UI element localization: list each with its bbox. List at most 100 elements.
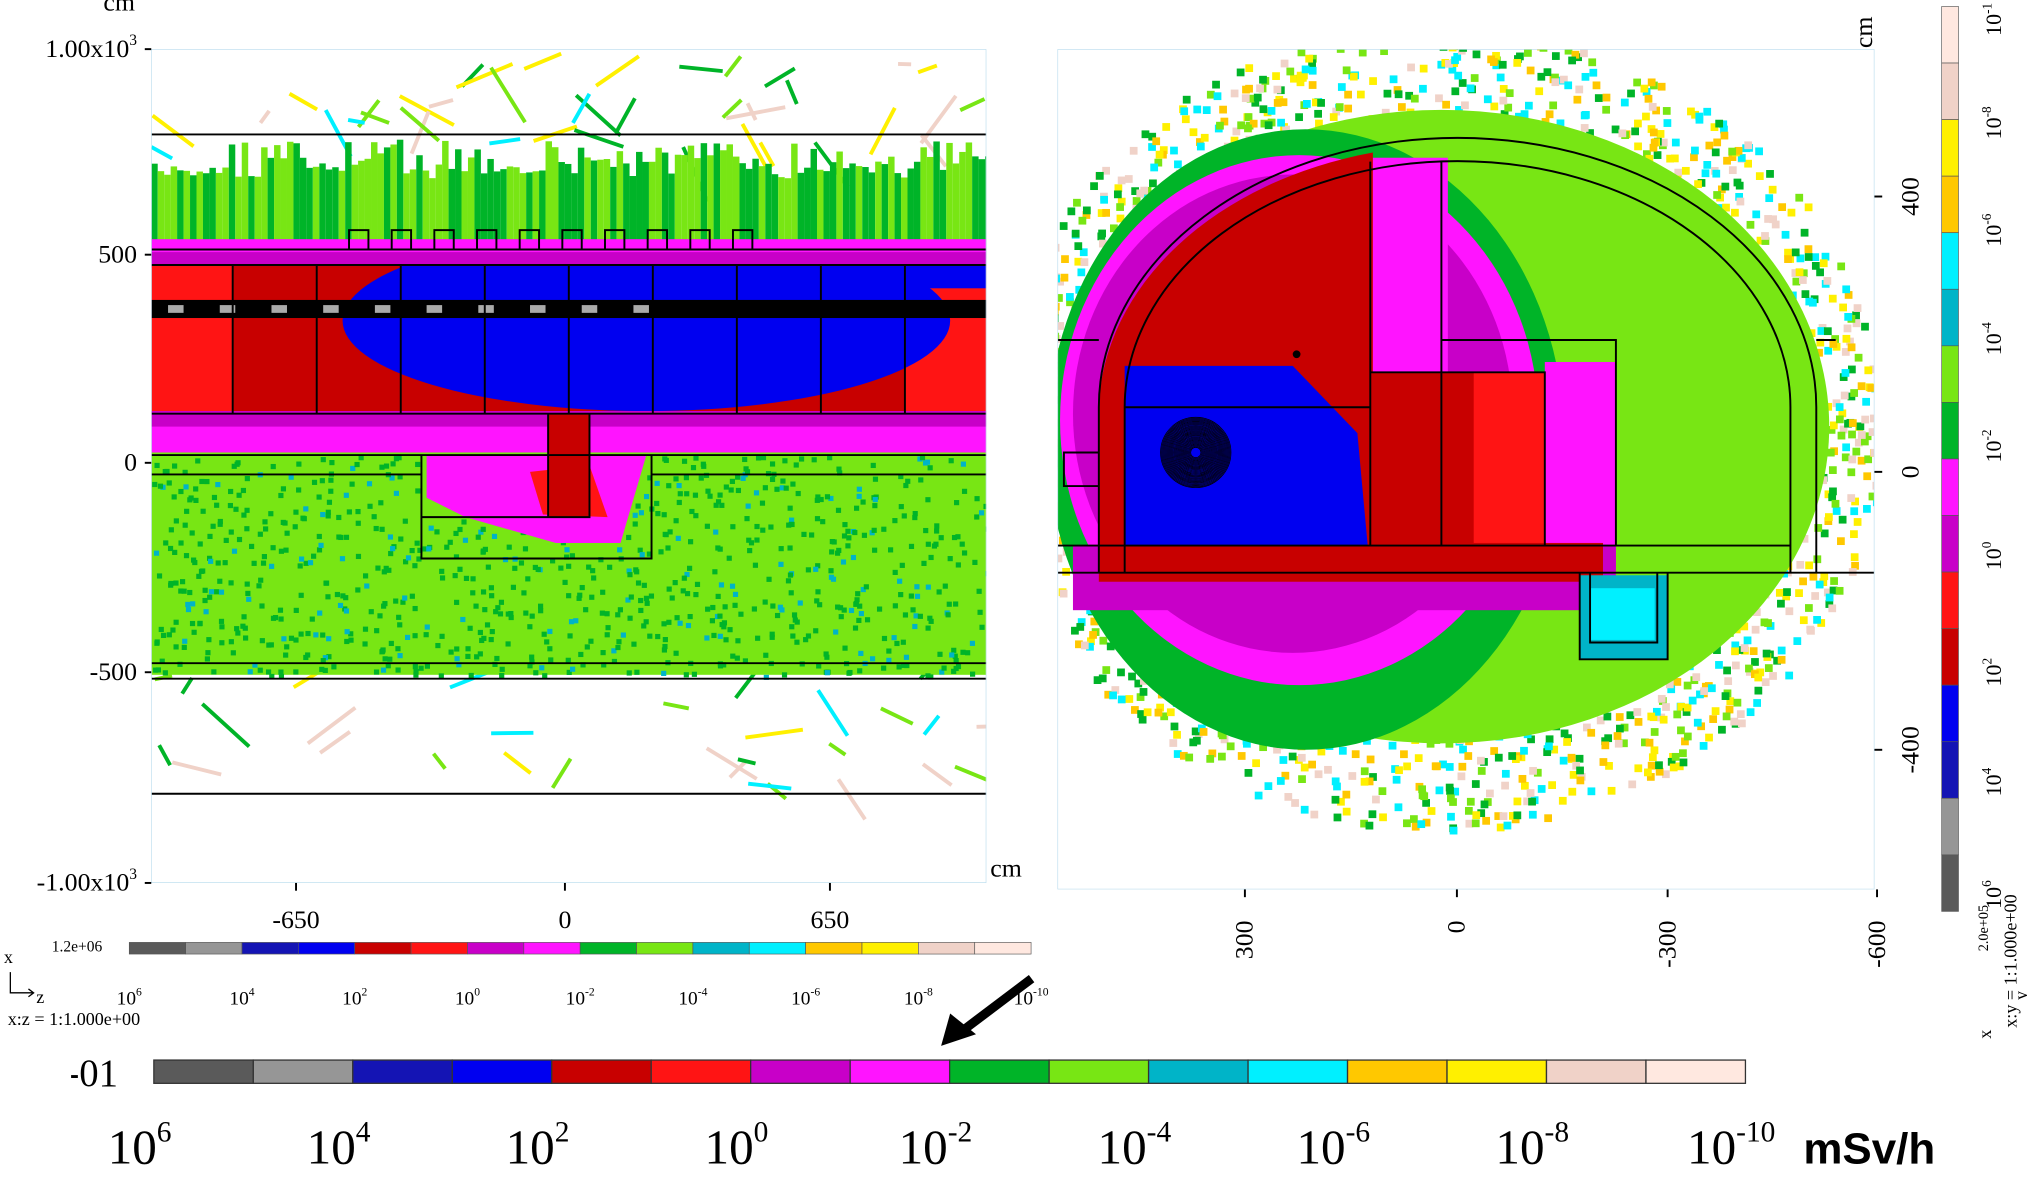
region: [1045, 473, 1053, 481]
region: [478, 305, 494, 313]
region: [921, 560, 927, 566]
region: [1839, 373, 1848, 381]
region: [601, 662, 607, 668]
region: [182, 638, 188, 644]
colorbar-label-base: 10: [342, 988, 361, 1009]
region: [816, 663, 822, 669]
region: [1673, 678, 1682, 686]
region: [1820, 529, 1829, 538]
region: [910, 607, 916, 613]
region: [938, 535, 944, 541]
region: [837, 605, 844, 611]
colorbar-label-base: 10: [117, 988, 136, 1009]
region: [1472, 811, 1481, 820]
region: [1656, 130, 1665, 138]
region: [319, 163, 326, 259]
region: [965, 650, 971, 656]
region: [828, 568, 834, 574]
region: [1019, 374, 1027, 382]
region: [1132, 197, 1141, 205]
region: [829, 549, 835, 555]
region: [162, 670, 168, 676]
region: [296, 461, 302, 467]
region: [510, 584, 516, 590]
colorbar-swatch: [861, 942, 919, 955]
colorbar-swatch: [1941, 515, 1959, 573]
region: [763, 674, 769, 680]
region: [1743, 636, 1752, 645]
y-tick-label-exp: 3: [129, 32, 137, 49]
region: [754, 523, 760, 530]
geometry-outline: [420, 413, 653, 560]
region: [521, 590, 527, 596]
region: [1647, 78, 1656, 87]
region: [1650, 728, 1659, 736]
region: [332, 167, 339, 259]
region: [1348, 772, 1357, 780]
region: [1572, 761, 1581, 770]
region: [1576, 766, 1584, 775]
region: [1571, 50, 1580, 59]
region: [1156, 703, 1164, 712]
region: [1873, 423, 1875, 431]
region: [1331, 777, 1340, 786]
region: [1730, 717, 1739, 726]
region: [1102, 666, 1111, 674]
region: [1022, 494, 1030, 502]
region: [745, 168, 753, 259]
region: [896, 664, 902, 670]
region: [1549, 101, 1558, 110]
region: [217, 578, 223, 584]
streak: [758, 141, 776, 168]
region: [1528, 797, 1536, 806]
region: [1067, 207, 1076, 216]
region: [824, 654, 830, 660]
region: [373, 525, 379, 532]
region: [178, 488, 184, 495]
region: [674, 154, 682, 259]
region: [858, 650, 864, 657]
region: [1602, 93, 1611, 102]
region: [903, 482, 909, 489]
region: [1034, 353, 1042, 361]
region: [249, 543, 255, 550]
colorbar-swatch: [1941, 458, 1959, 516]
region: [881, 635, 888, 642]
region: [1746, 708, 1755, 717]
region: [605, 625, 611, 631]
region: [1049, 618, 1057, 626]
region: [789, 624, 795, 630]
colorbar-swatch: [1941, 232, 1959, 290]
region: [902, 612, 909, 618]
colorbar-swatch: [692, 942, 750, 955]
region: [1302, 100, 1311, 108]
region: [1798, 276, 1807, 284]
region: [1543, 748, 1552, 757]
region: [1559, 756, 1568, 765]
region: [1182, 95, 1191, 104]
region: [412, 605, 418, 612]
region: [730, 524, 736, 530]
region: [1043, 333, 1051, 341]
region: [155, 667, 161, 673]
streak: [431, 752, 447, 770]
region: [1839, 425, 1848, 434]
region: [1057, 322, 1065, 330]
region: [728, 487, 734, 493]
region: [1795, 268, 1804, 277]
region: [478, 529, 484, 535]
region: [1380, 49, 1388, 56]
region: [732, 602, 738, 608]
region: [1403, 762, 1411, 771]
colorbar-swatch: [1941, 854, 1959, 912]
region: [1090, 617, 1099, 626]
region: [1034, 264, 1042, 272]
region: [1550, 745, 1559, 754]
region: [1847, 494, 1856, 502]
region: [513, 167, 520, 259]
region: [1616, 724, 1624, 733]
region: [383, 463, 390, 469]
region: [242, 625, 248, 631]
region: [1027, 531, 1035, 539]
region: [1580, 124, 1589, 132]
